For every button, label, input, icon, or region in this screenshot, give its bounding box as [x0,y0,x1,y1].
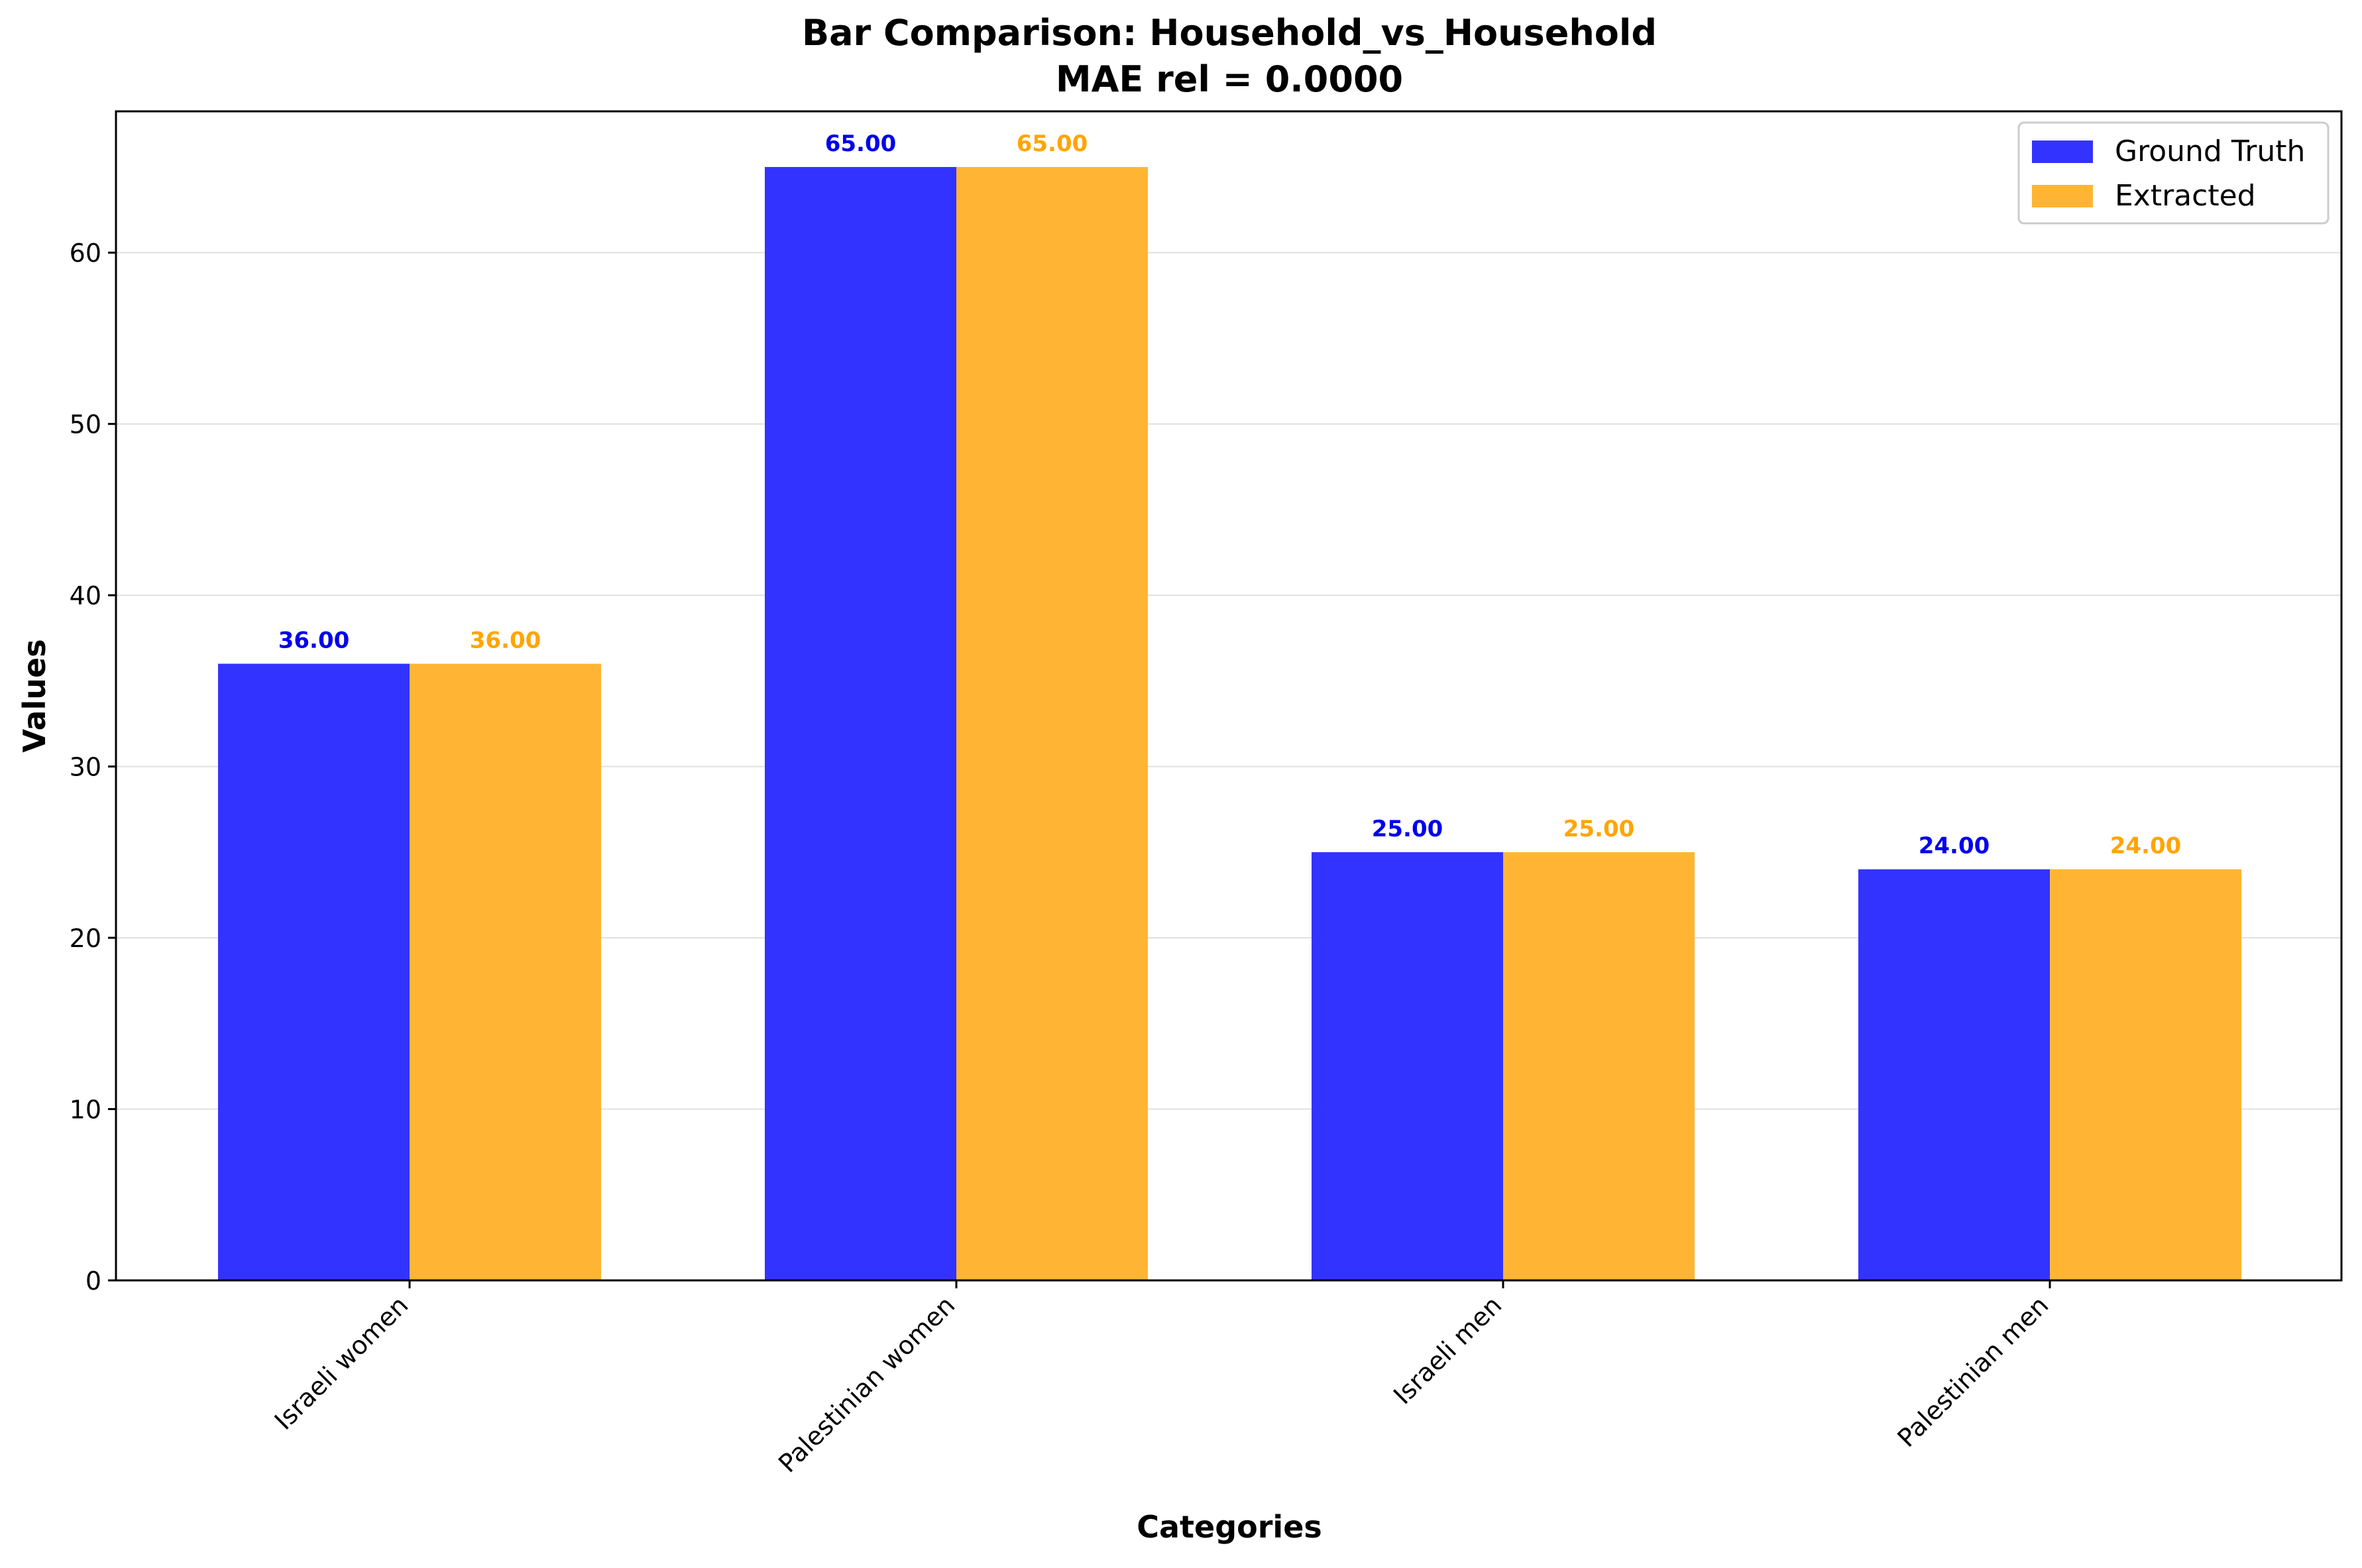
bar-ground-truth [1858,869,2050,1280]
y-tick-label: 50 [70,410,101,439]
bar-value-label: 24.00 [2110,833,2182,860]
legend-label-ground-truth: Ground Truth [2115,135,2305,168]
legend-frame [2017,121,2330,225]
y-tick-label: 40 [70,581,101,610]
y-axis: 0 10 20 30 40 50 60 [70,239,116,1296]
legend-label-extracted: Extracted [2115,179,2256,213]
bar-extracted [2050,869,2241,1280]
bar-value-label: 36.00 [278,628,350,654]
bar-value-label: 25.00 [1372,816,1443,842]
y-tick-label: 10 [70,1095,101,1125]
bar-ground-truth [765,167,956,1280]
bar-value-label: 65.00 [1017,131,1088,157]
bars [218,167,2241,1280]
y-axis-label: Values [17,639,52,752]
value-labels: 36.00 65.00 25.00 24.00 36.00 65.00 25.00 24.00 [278,131,2182,860]
y-tick-label: 20 [70,924,101,953]
bar-value-label: 65.00 [825,131,897,157]
chart-title: Bar Comparison: Household_vs_Household [802,12,1657,54]
y-tick-label: 60 [70,239,101,268]
x-axis-label: Categories [1137,1509,1322,1545]
bar-value-label: 24.00 [1919,833,1990,860]
legend-swatch-extracted [2032,185,2093,207]
legend: Ground Truth Extracted [2017,121,2330,225]
plot-frame [115,110,2343,1282]
legend-swatch-ground-truth [2032,140,2093,163]
bar-value-label: 36.00 [470,628,541,654]
bar-extracted [410,663,601,1280]
y-tick-label: 30 [70,753,101,782]
y-tick-label: 0 [85,1266,101,1296]
chart-subtitle: MAE rel = 0.0000 [1056,58,1403,100]
bar-ground-truth [218,663,410,1280]
bar-ground-truth [1312,852,1503,1280]
bar-extracted [1503,852,1695,1280]
bar-extracted [956,167,1148,1280]
bar-value-label: 25.00 [1563,816,1635,842]
